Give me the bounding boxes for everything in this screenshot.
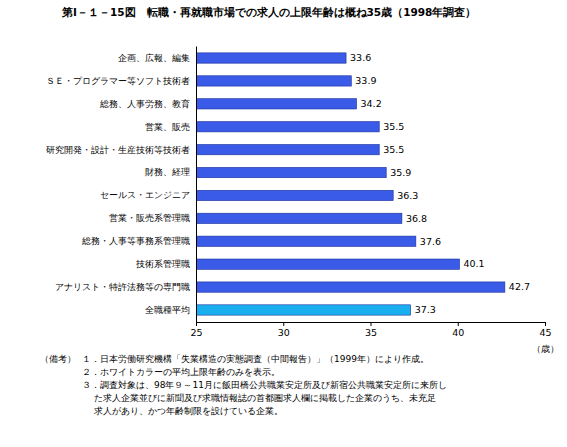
y-tick-label: ＳＥ・プログラマー等ソフト技術者 bbox=[46, 76, 190, 86]
data-label: 34.2 bbox=[361, 98, 382, 109]
x-tick-label: 30 bbox=[278, 327, 290, 338]
x-tick: 25 bbox=[190, 322, 202, 338]
x-axis: 25 30 35 40 45 bbox=[190, 322, 551, 338]
x-axis-title: （歳） bbox=[532, 344, 559, 354]
x-tick: 40 bbox=[452, 322, 464, 338]
note: た求人企業並びに新聞及び求職情報誌の首都圏求人欄に掲載した企業のうち、未充足 bbox=[94, 393, 436, 403]
y-tick-label: セールス・エンジニア bbox=[100, 190, 190, 200]
bar bbox=[196, 76, 351, 86]
y-tick-label: 全職種平均 bbox=[145, 305, 190, 315]
bar bbox=[196, 213, 402, 223]
y-tick: アナリスト・特許法務等の専門職 bbox=[55, 282, 196, 292]
bar bbox=[196, 144, 379, 154]
notes-header: （備考） bbox=[40, 354, 76, 364]
data-label: 33.9 bbox=[355, 75, 376, 86]
data-label: 37.6 bbox=[420, 236, 441, 247]
chart: 第Ⅰ－１－15図 転職・再就職市場での求人の上限年齢は概ね35歳（1998年調査… bbox=[0, 0, 567, 447]
bar bbox=[196, 259, 459, 269]
y-tick: 研究開発・設計・生産技術等技術者 bbox=[46, 145, 196, 155]
x-tick-label: 45 bbox=[539, 327, 551, 338]
data-label: 42.7 bbox=[509, 281, 530, 292]
y-tick: 総務・人事等事務系管理職 bbox=[81, 236, 196, 246]
bar bbox=[196, 282, 505, 292]
y-tick-label: 営業、販売 bbox=[145, 122, 190, 132]
x-tick-mark bbox=[458, 322, 459, 326]
note: ２．ホワイトカラーの平均上限年齢のみを表示。 bbox=[82, 367, 280, 377]
y-tick-label: 技術系管理職 bbox=[135, 259, 190, 269]
y-tick: 営業、販売 bbox=[145, 122, 196, 132]
y-tick-label: 財務、経理 bbox=[145, 167, 190, 177]
x-tick-label: 25 bbox=[190, 327, 202, 338]
y-tick: 全職種平均 bbox=[145, 305, 196, 315]
x-tick: 45 bbox=[539, 322, 551, 338]
y-tick-label: 総務・人事等事務系管理職 bbox=[81, 236, 190, 246]
bar bbox=[196, 236, 416, 246]
y-tick-label: アナリスト・特許法務等の専門職 bbox=[55, 282, 190, 292]
data-label: 33.6 bbox=[350, 52, 371, 63]
x-tick-mark bbox=[371, 322, 372, 326]
x-tick-label: 35 bbox=[365, 327, 377, 338]
note: 求人があり、かつ年齢制限を設けている企業。 bbox=[94, 406, 283, 416]
x-tick-label: 40 bbox=[452, 327, 464, 338]
bar bbox=[196, 167, 386, 177]
data-label: 35.9 bbox=[390, 167, 411, 178]
data-label: 35.5 bbox=[383, 121, 404, 132]
bar bbox=[196, 99, 357, 109]
y-axis: 企画、広報、編集 ＳＥ・プログラマー等ソフト技術者総務、人事労務、教育営業、販売研… bbox=[46, 47, 197, 323]
bar bbox=[196, 53, 346, 63]
data-label: 40.1 bbox=[463, 258, 484, 269]
bar bbox=[196, 190, 393, 200]
y-tick: ＳＥ・プログラマー等ソフト技術者 bbox=[46, 76, 196, 86]
y-axis-line bbox=[196, 47, 197, 323]
y-tick: 企画、広報、編集 bbox=[118, 53, 196, 63]
data-label: 35.5 bbox=[383, 144, 404, 155]
y-tick-label: 営業・販売系管理職 bbox=[109, 213, 190, 223]
y-tick-label: 企画、広報、編集 bbox=[118, 53, 190, 63]
bars bbox=[196, 53, 505, 315]
y-tick: 総務、人事労務、教育 bbox=[99, 99, 196, 109]
bar bbox=[196, 305, 411, 315]
x-tick: 35 bbox=[365, 322, 377, 338]
x-tick: 30 bbox=[278, 322, 290, 338]
x-tick-mark bbox=[196, 322, 197, 326]
notes: （備考） １．日本労働研究機構「失業構造の実態調査（中間報告）」（1999年）によ… bbox=[40, 354, 447, 416]
note: ３．調査対象は、98年９～11月に飯田橋公共職業安定所及び新宿公共職業安定所に来… bbox=[82, 380, 447, 390]
note: １．日本労働研究機構「失業構造の実態調査（中間報告）」（1999年）により作成。 bbox=[82, 354, 429, 364]
title: 第Ⅰ－１－15図 転職・再就職市場での求人の上限年齢は概ね35歳（1998年調査… bbox=[61, 6, 476, 19]
data-labels: 33.6 33.9 34.2 35.5 35.5 35.9 36.3 36.8 37.6 40.1… bbox=[350, 52, 530, 315]
y-tick: 財務、経理 bbox=[145, 167, 196, 177]
x-tick-mark bbox=[545, 322, 546, 326]
y-tick-label: 研究開発・設計・生産技術等技術者 bbox=[46, 145, 190, 155]
y-tick: 営業・販売系管理職 bbox=[109, 213, 196, 223]
y-tick-label: 総務、人事労務、教育 bbox=[99, 99, 190, 109]
bar bbox=[196, 122, 379, 132]
data-label: 36.3 bbox=[397, 190, 418, 201]
data-label: 36.8 bbox=[406, 213, 427, 224]
x-tick-mark bbox=[283, 322, 284, 326]
y-tick: 技術系管理職 bbox=[135, 259, 196, 269]
y-tick: セールス・エンジニア bbox=[100, 190, 196, 200]
data-label: 37.3 bbox=[415, 304, 436, 315]
